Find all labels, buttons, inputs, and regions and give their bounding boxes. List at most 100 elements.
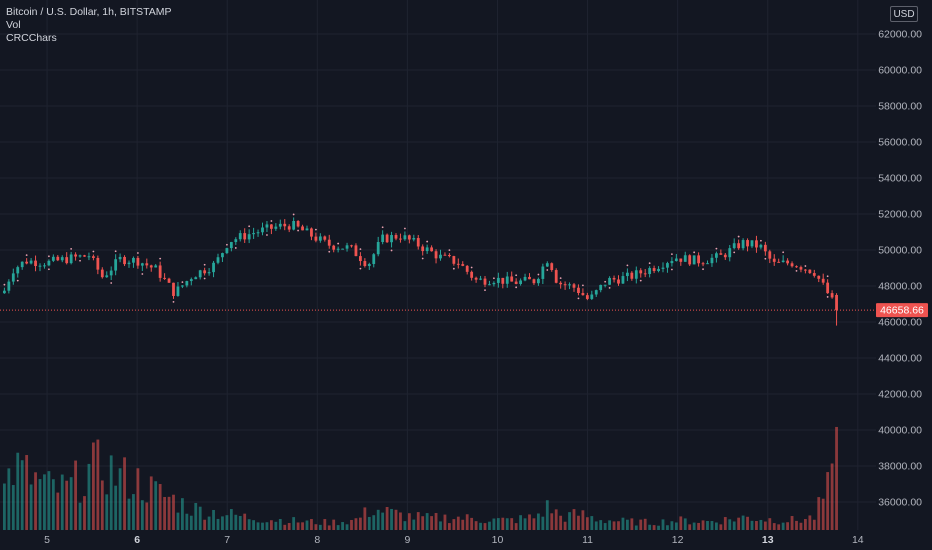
volume-bar xyxy=(523,518,527,530)
volume-bar xyxy=(483,523,487,530)
candle-body xyxy=(314,236,318,241)
candle-body xyxy=(399,238,402,240)
volume-bar xyxy=(341,522,344,530)
crc-marker xyxy=(270,220,273,222)
volume-bar xyxy=(808,515,812,530)
price-tick-label: 40000.00 xyxy=(878,425,922,437)
symbol-title[interactable]: Bitcoin / U.S. Dollar, 1h, BITSTAMP xyxy=(6,6,172,18)
time-axis[interactable]: 5 6 7 8 9 10 11 12 13 14 xyxy=(44,534,864,546)
indicator-vol-label[interactable]: Vol xyxy=(6,19,21,31)
candle-body xyxy=(545,263,549,267)
candle-body xyxy=(336,248,340,250)
candle-body xyxy=(612,277,616,280)
volume-bar xyxy=(318,524,322,530)
candle-body xyxy=(359,256,362,262)
volume-bar xyxy=(821,498,825,530)
volume-bar xyxy=(74,460,77,530)
candle-body xyxy=(238,233,242,240)
candle-body xyxy=(697,255,700,264)
candle-body xyxy=(572,284,576,288)
volume-bar xyxy=(243,513,247,530)
volume-bar xyxy=(252,520,255,530)
candle-body xyxy=(519,280,522,284)
time-tick-label: 12 xyxy=(672,534,684,546)
crc-marker xyxy=(804,265,807,267)
candle-body xyxy=(256,232,260,234)
volume-bar xyxy=(719,524,723,530)
volume-bar xyxy=(372,515,376,530)
candle-body xyxy=(496,277,500,283)
volume-bar xyxy=(639,519,643,530)
candle-body xyxy=(559,282,563,285)
candle-body xyxy=(3,290,6,294)
volume-bar xyxy=(456,516,460,530)
candle-body xyxy=(69,254,73,264)
volume-bar xyxy=(732,521,736,530)
candle-body xyxy=(804,269,807,271)
volume-bar xyxy=(617,521,620,530)
price-tick-label: 58000.00 xyxy=(878,101,922,113)
volume-bar xyxy=(123,457,126,530)
volume-bar xyxy=(34,472,37,530)
volume-bar xyxy=(781,522,785,530)
volume-bar xyxy=(630,518,634,530)
volume-bar xyxy=(407,513,411,530)
crc-marker xyxy=(671,253,673,256)
volume-bar xyxy=(835,426,838,530)
candle-body xyxy=(590,294,594,299)
candle-body xyxy=(385,234,389,243)
candle-body xyxy=(372,254,376,264)
candle-body xyxy=(505,276,509,284)
currency-button[interactable]: USD xyxy=(890,6,918,22)
volume-bar xyxy=(225,515,229,530)
volume-bar xyxy=(666,525,669,530)
crc-marker xyxy=(448,249,451,252)
last-price-tag: 46658.66 xyxy=(876,303,928,318)
volume-bar xyxy=(270,520,273,530)
volume-bar xyxy=(746,516,749,530)
candle-body xyxy=(474,277,478,280)
crc-marker xyxy=(515,286,518,289)
volume-bar xyxy=(327,525,331,530)
volume-bar xyxy=(554,509,558,530)
candle-body xyxy=(777,261,781,263)
candle-body xyxy=(127,262,131,265)
candle-body xyxy=(318,236,322,241)
volume-bar xyxy=(550,513,554,530)
volume-bar xyxy=(256,522,260,530)
indicator-crcchars-label[interactable]: CRCChars xyxy=(6,32,57,44)
volume-bar xyxy=(817,497,821,530)
volume-bar xyxy=(100,480,104,530)
price-axis[interactable]: 62000.00 60000.00 58000.00 56000.00 54000.00… xyxy=(878,29,922,509)
candle-body xyxy=(808,269,812,274)
crc-marker xyxy=(3,283,6,286)
candle-body xyxy=(710,257,714,264)
volume-bar xyxy=(514,523,518,530)
candle-body xyxy=(287,226,291,230)
volume-bar xyxy=(412,519,416,530)
volume-bar xyxy=(621,517,625,530)
candle-body xyxy=(225,248,229,254)
candle-body xyxy=(599,284,603,291)
candle-body xyxy=(92,256,95,258)
candle-body xyxy=(483,278,487,285)
time-tick-label: 13 xyxy=(762,534,774,546)
price-tick-label: 44000.00 xyxy=(878,353,922,365)
volume-bars xyxy=(3,426,838,530)
volume-bar xyxy=(763,521,767,530)
crc-marker xyxy=(359,248,362,251)
crc-marker xyxy=(715,247,718,250)
candle-body xyxy=(501,277,505,284)
price-tick-label: 36000.00 xyxy=(878,497,922,509)
volume-bar xyxy=(434,513,438,530)
candle-body xyxy=(29,260,33,264)
candle-body xyxy=(234,239,238,243)
volume-bar xyxy=(545,500,549,530)
candle-body xyxy=(661,267,665,269)
candle-body xyxy=(194,277,198,280)
candle-body xyxy=(11,273,15,282)
crc-marker xyxy=(141,273,144,275)
price-tick-label: 42000.00 xyxy=(878,389,922,401)
